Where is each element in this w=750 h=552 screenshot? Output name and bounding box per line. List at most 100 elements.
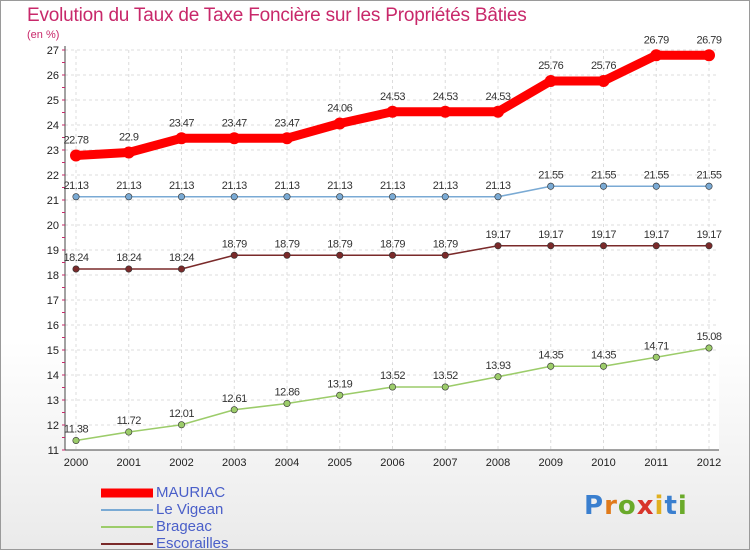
data-label-brageac: 12.86 xyxy=(274,387,299,399)
x-tick-label: 2012 xyxy=(697,457,721,469)
y-tick-label: 22 xyxy=(47,170,59,182)
data-label-le-vigean: 21.55 xyxy=(538,169,563,181)
legend-swatch-mauriac xyxy=(101,488,153,497)
data-point-brageac xyxy=(283,399,291,407)
data-point-escorailles xyxy=(72,265,80,273)
data-point-mauriac xyxy=(175,132,188,145)
legend-label-brageac: Brageac xyxy=(156,518,212,535)
data-label-escorailles: 19.17 xyxy=(696,229,721,241)
data-point-escorailles xyxy=(652,242,660,250)
data-point-mauriac xyxy=(70,149,82,162)
logo-letter: P xyxy=(584,491,605,521)
x-tick-label: 2004 xyxy=(275,457,299,469)
data-point-le-vigean xyxy=(547,182,555,190)
data-point-le-vigean xyxy=(178,193,186,201)
y-tick-label: 23 xyxy=(47,145,59,157)
logo-letter: x xyxy=(636,491,655,521)
proxiti-logo: Proxiti xyxy=(584,491,688,521)
data-point-brageac xyxy=(230,406,238,414)
data-label-escorailles: 18.24 xyxy=(116,252,141,264)
y-tick-label: 24 xyxy=(47,120,59,132)
y-tick-label: 26 xyxy=(47,70,59,82)
data-point-escorailles xyxy=(705,242,713,250)
legend-label-le-vigean: Le Vigean xyxy=(156,501,224,518)
data-label-mauriac: 25.76 xyxy=(591,60,616,72)
data-point-brageac xyxy=(178,421,186,429)
data-point-mauriac xyxy=(597,75,610,87)
data-point-le-vigean xyxy=(388,193,396,201)
data-label-escorailles: 18.79 xyxy=(433,238,458,250)
y-tick-label: 19 xyxy=(47,245,59,257)
data-point-le-vigean xyxy=(494,193,502,201)
data-label-mauriac: 24.53 xyxy=(380,91,405,103)
data-point-mauriac xyxy=(228,132,241,145)
data-label-escorailles: 18.79 xyxy=(327,238,352,250)
data-label-escorailles: 18.24 xyxy=(63,252,88,264)
data-label-escorailles: 18.24 xyxy=(169,252,194,264)
y-tick-label: 21 xyxy=(47,195,59,207)
data-label-mauriac: 24.06 xyxy=(327,103,352,115)
data-label-le-vigean: 21.13 xyxy=(485,180,510,192)
data-label-mauriac: 22.9 xyxy=(119,132,139,144)
data-point-mauriac xyxy=(544,75,557,87)
data-point-mauriac xyxy=(333,117,346,130)
data-label-mauriac: 23.47 xyxy=(222,117,247,129)
data-point-mauriac xyxy=(386,105,399,118)
data-label-brageac: 11.38 xyxy=(64,424,89,436)
data-label-brageac: 13.52 xyxy=(380,370,405,382)
data-label-le-vigean: 21.13 xyxy=(63,180,88,192)
data-label-le-vigean: 21.13 xyxy=(169,180,194,192)
data-point-brageac xyxy=(441,383,449,391)
data-point-le-vigean xyxy=(125,193,133,201)
data-point-mauriac xyxy=(439,105,452,118)
data-label-brageac: 14.71 xyxy=(644,340,669,352)
y-tick-label: 12 xyxy=(47,420,59,432)
data-label-escorailles: 18.79 xyxy=(222,238,247,250)
data-label-brageac: 11.72 xyxy=(117,415,142,427)
data-label-brageac: 13.52 xyxy=(433,370,458,382)
x-tick-label: 2009 xyxy=(539,457,563,469)
data-label-mauriac: 24.53 xyxy=(433,91,458,103)
y-tick-label: 20 xyxy=(47,220,59,232)
data-label-brageac: 15.08 xyxy=(696,331,721,343)
data-point-escorailles xyxy=(178,265,186,273)
data-point-escorailles xyxy=(388,251,396,259)
y-tick-label: 14 xyxy=(47,370,59,382)
data-point-brageac xyxy=(652,353,660,361)
data-point-le-vigean xyxy=(441,193,449,201)
y-tick-label: 18 xyxy=(47,270,59,282)
data-label-escorailles: 19.17 xyxy=(591,229,616,241)
data-point-brageac xyxy=(547,362,555,370)
data-point-brageac xyxy=(494,373,502,381)
data-point-mauriac xyxy=(703,49,715,62)
data-point-escorailles xyxy=(494,242,502,250)
chart-title: Evolution du Taux de Taxe Foncière sur l… xyxy=(27,5,527,26)
data-label-escorailles: 19.17 xyxy=(485,229,510,241)
data-label-le-vigean: 21.55 xyxy=(696,169,721,181)
data-label-le-vigean: 21.13 xyxy=(380,180,405,192)
legend-label-escorailles: Escorailles xyxy=(156,535,229,552)
y-tick-label: 13 xyxy=(47,395,59,407)
data-label-mauriac: 23.47 xyxy=(169,117,194,129)
data-point-escorailles xyxy=(599,242,607,250)
data-point-mauriac xyxy=(122,146,135,159)
legend-swatch-escorailles xyxy=(101,542,153,545)
data-label-mauriac: 23.47 xyxy=(274,117,299,129)
data-label-le-vigean: 21.55 xyxy=(644,169,669,181)
data-point-escorailles xyxy=(441,251,449,259)
data-point-escorailles xyxy=(547,242,555,250)
y-tick-label: 27 xyxy=(47,45,59,57)
data-label-le-vigean: 21.13 xyxy=(116,180,141,192)
legend-label-mauriac: MAURIAC xyxy=(156,484,226,501)
data-point-escorailles xyxy=(230,251,238,259)
data-point-le-vigean xyxy=(283,193,291,201)
data-label-mauriac: 24.53 xyxy=(485,91,510,103)
y-tick-label: 25 xyxy=(47,95,59,107)
x-tick-label: 2000 xyxy=(64,457,88,469)
data-point-escorailles xyxy=(125,265,133,273)
data-point-brageac xyxy=(388,383,396,391)
data-label-le-vigean: 21.13 xyxy=(222,180,247,192)
x-tick-label: 2011 xyxy=(644,457,668,469)
x-tick-label: 2005 xyxy=(328,457,352,469)
